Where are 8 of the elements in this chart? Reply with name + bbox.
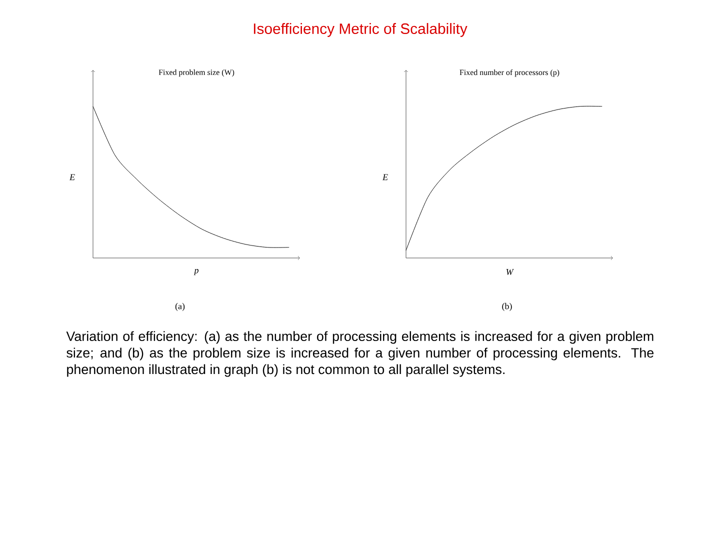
x-axis-title: W (506, 269, 514, 276)
text: Isoefficiency Metric of Scalability (254, 23, 468, 37)
y-axis-title: E (69, 174, 75, 180)
text: Variation of efficiency: (a) as the number of processing elements is increased for a given problem size; and (b) as the problem size is increased for a given number of processing elements. The phenomenon illustrated in graph (b) is not common to all parallel systems. (66, 331, 654, 377)
x-axis-title: p (194, 269, 198, 276)
y-axis-title: E (382, 174, 388, 180)
text: (a) (175, 302, 185, 312)
text: (b) (502, 302, 512, 312)
